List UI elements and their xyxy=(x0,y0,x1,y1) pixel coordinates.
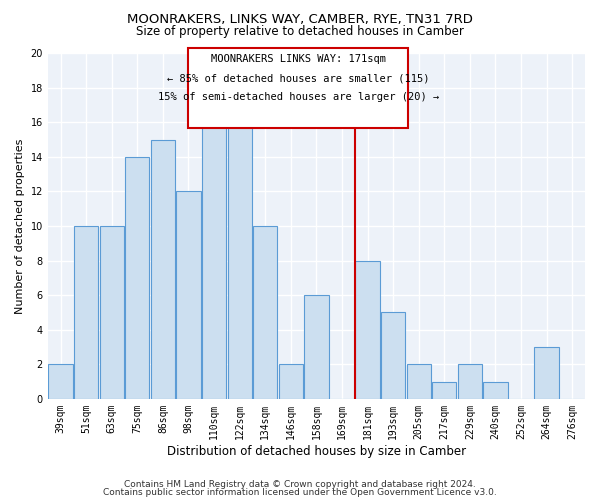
Bar xyxy=(535,347,559,399)
Y-axis label: Number of detached properties: Number of detached properties xyxy=(15,138,25,314)
Bar xyxy=(484,382,508,399)
Bar xyxy=(125,157,149,399)
Bar xyxy=(227,105,252,399)
Text: Size of property relative to detached houses in Camber: Size of property relative to detached ho… xyxy=(136,25,464,38)
X-axis label: Distribution of detached houses by size in Camber: Distribution of detached houses by size … xyxy=(167,444,466,458)
Text: 15% of semi-detached houses are larger (20) →: 15% of semi-detached houses are larger (… xyxy=(158,92,439,102)
Bar xyxy=(407,364,431,399)
Text: Contains HM Land Registry data © Crown copyright and database right 2024.: Contains HM Land Registry data © Crown c… xyxy=(124,480,476,489)
Text: MOONRAKERS LINKS WAY: 171sqm: MOONRAKERS LINKS WAY: 171sqm xyxy=(211,54,386,64)
Text: MOONRAKERS, LINKS WAY, CAMBER, RYE, TN31 7RD: MOONRAKERS, LINKS WAY, CAMBER, RYE, TN31… xyxy=(127,12,473,26)
Text: Contains public sector information licensed under the Open Government Licence v3: Contains public sector information licen… xyxy=(103,488,497,497)
Text: ← 85% of detached houses are smaller (115): ← 85% of detached houses are smaller (11… xyxy=(167,73,430,83)
Bar xyxy=(355,260,380,399)
Bar xyxy=(304,295,329,399)
Bar xyxy=(202,122,226,399)
Bar xyxy=(151,140,175,399)
Bar xyxy=(278,364,303,399)
FancyBboxPatch shape xyxy=(188,48,409,128)
Bar xyxy=(381,312,405,399)
Bar xyxy=(432,382,457,399)
Bar xyxy=(100,226,124,399)
Bar xyxy=(253,226,277,399)
Bar xyxy=(74,226,98,399)
Bar xyxy=(49,364,73,399)
Bar xyxy=(176,192,200,399)
Bar xyxy=(458,364,482,399)
